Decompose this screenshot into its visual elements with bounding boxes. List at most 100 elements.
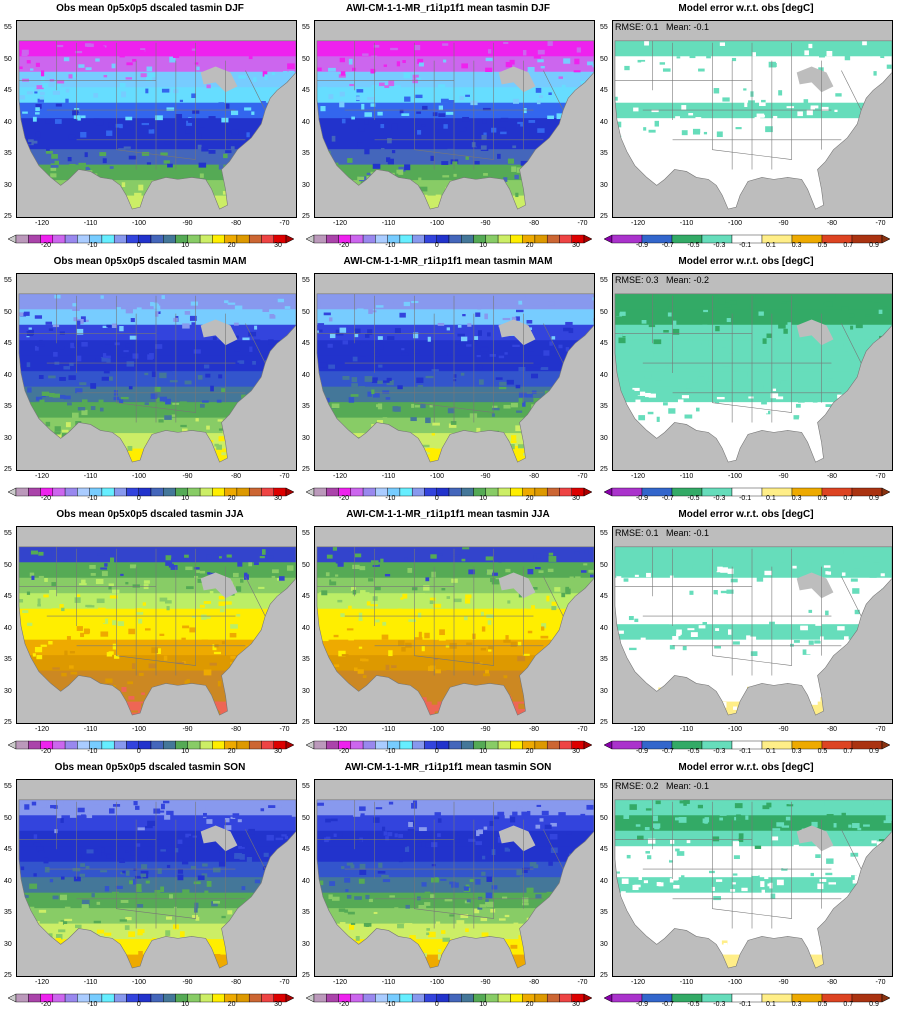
mam-model-cell: [349, 397, 354, 403]
son-error-cell: [629, 950, 636, 954]
mam-model-cell: [502, 440, 509, 445]
djf-model-cell: [454, 197, 461, 202]
son-error-cell: [733, 873, 737, 875]
mam-model-lat-tick: 25: [302, 466, 313, 473]
djf-obs-cell: [81, 192, 89, 197]
son-error-cell: [761, 900, 764, 904]
mam-error-cell: [861, 401, 864, 406]
jja-obs-colorbar-label: 30: [274, 748, 282, 755]
mam-obs-lat-tick: 25: [4, 466, 15, 473]
djf-obs-cell: [228, 170, 236, 172]
mam-error-cell: [635, 340, 639, 343]
djf-obs-cell: [51, 154, 58, 159]
djf-error-cell: [636, 161, 642, 164]
jja-model-cell: [486, 556, 493, 560]
jja-error-cell: [889, 699, 892, 703]
djf-obs-cell: [221, 118, 228, 123]
jja-obs-cell: [263, 692, 269, 697]
mam-model-cell: [533, 364, 541, 368]
djf-model-cell: [392, 150, 395, 153]
mam-obs-cell: [49, 328, 53, 331]
jja-model-cell: [556, 684, 563, 687]
mam-model-cell: [466, 344, 471, 346]
jja-obs-cell: [195, 694, 200, 699]
jja-model-cell: [532, 716, 540, 719]
son-obs-cell: [93, 960, 101, 964]
jja-model-cell: [487, 569, 493, 574]
jja-model-cell: [391, 665, 397, 668]
jja-error-cell: [691, 632, 698, 637]
djf-model-cell: [377, 191, 384, 196]
djf-model-cell: [512, 145, 516, 148]
son-error-cell: [811, 873, 814, 876]
djf-error-cell: [878, 185, 885, 191]
jja-obs-cell: [171, 565, 178, 570]
son-model-cell: [556, 930, 563, 936]
jja-model-colorbar-swatch: [559, 741, 571, 749]
son-model-lat-tick: 40: [302, 878, 313, 885]
son-obs-cell: [147, 857, 152, 861]
son-error-cell: [639, 800, 644, 802]
djf-obs-cell: [28, 206, 32, 211]
son-obs-cell: [18, 916, 21, 922]
jja-model-cell: [498, 676, 501, 678]
djf-model-cell: [542, 181, 545, 184]
jja-error-cell: [762, 653, 768, 655]
djf-model-cell: [547, 116, 554, 119]
jja-error-cell: [881, 601, 889, 605]
djf-model-cell: [467, 203, 474, 208]
mam-obs-cell: [144, 373, 148, 375]
son-model-colorbar-label: 20: [526, 1001, 534, 1008]
jja-obs-cell: [52, 667, 59, 669]
jja-model-cell: [352, 565, 359, 569]
mam-error-cell: [808, 394, 815, 399]
djf-obs-band: [17, 41, 296, 57]
jja-model-cell: [561, 593, 565, 597]
son-model-cell: [550, 834, 558, 840]
jja-obs-cell: [139, 673, 144, 676]
jja-error-cell: [628, 671, 635, 677]
son-error-cell: [768, 911, 775, 916]
djf-model-cell: [556, 194, 561, 196]
son-model-cell: [353, 813, 360, 817]
jja-error-cell: [805, 707, 813, 710]
jja-model-cell: [319, 660, 326, 665]
mam-error-cell: [886, 415, 890, 418]
djf-model-cell: [481, 145, 487, 149]
mam-model-cell: [556, 429, 561, 435]
jja-obs-cell: [207, 617, 211, 619]
djf-error-cell: [876, 159, 881, 162]
mam-obs-cell: [44, 460, 48, 463]
jja-model-cell: [373, 596, 378, 601]
son-model-cell: [369, 966, 372, 971]
mam-model-cell: [588, 439, 592, 441]
jja-error-colorbar-label: -0.5: [688, 748, 700, 755]
mam-obs-cell: [152, 443, 159, 448]
son-error-colorbar-label: -0.3: [713, 1001, 725, 1008]
mam-obs-cell: [17, 430, 22, 433]
jja-error-cell: [804, 555, 810, 558]
mam-obs-cell: [239, 360, 244, 364]
son-obs-cell: [137, 933, 142, 936]
mam-model-cell: [370, 310, 376, 312]
son-error-cell: [848, 825, 851, 828]
jja-obs-cell: [188, 695, 193, 701]
son-error-cell: [825, 873, 832, 875]
mam-model-cell: [401, 348, 404, 350]
djf-obs-cell: [289, 174, 296, 178]
djf-error-cell: [847, 180, 851, 185]
jja-model-cell: [355, 554, 362, 558]
jja-model-cell: [365, 592, 369, 596]
djf-model-cell: [581, 110, 585, 112]
son-model-cell: [326, 935, 332, 941]
mam-model-cell: [316, 459, 321, 464]
djf-obs-cell: [124, 146, 131, 148]
jja-obs-cell: [43, 595, 48, 598]
jja-model-cell: [525, 615, 533, 618]
jja-error-colorbar-label: 0.5: [818, 748, 828, 755]
djf-error-cell: [809, 142, 814, 146]
jja-model-cell: [539, 570, 544, 573]
djf-error-cell: [883, 137, 886, 140]
mam-error-colorbar-label: -0.9: [636, 495, 648, 502]
jja-model-cell: [465, 594, 471, 598]
